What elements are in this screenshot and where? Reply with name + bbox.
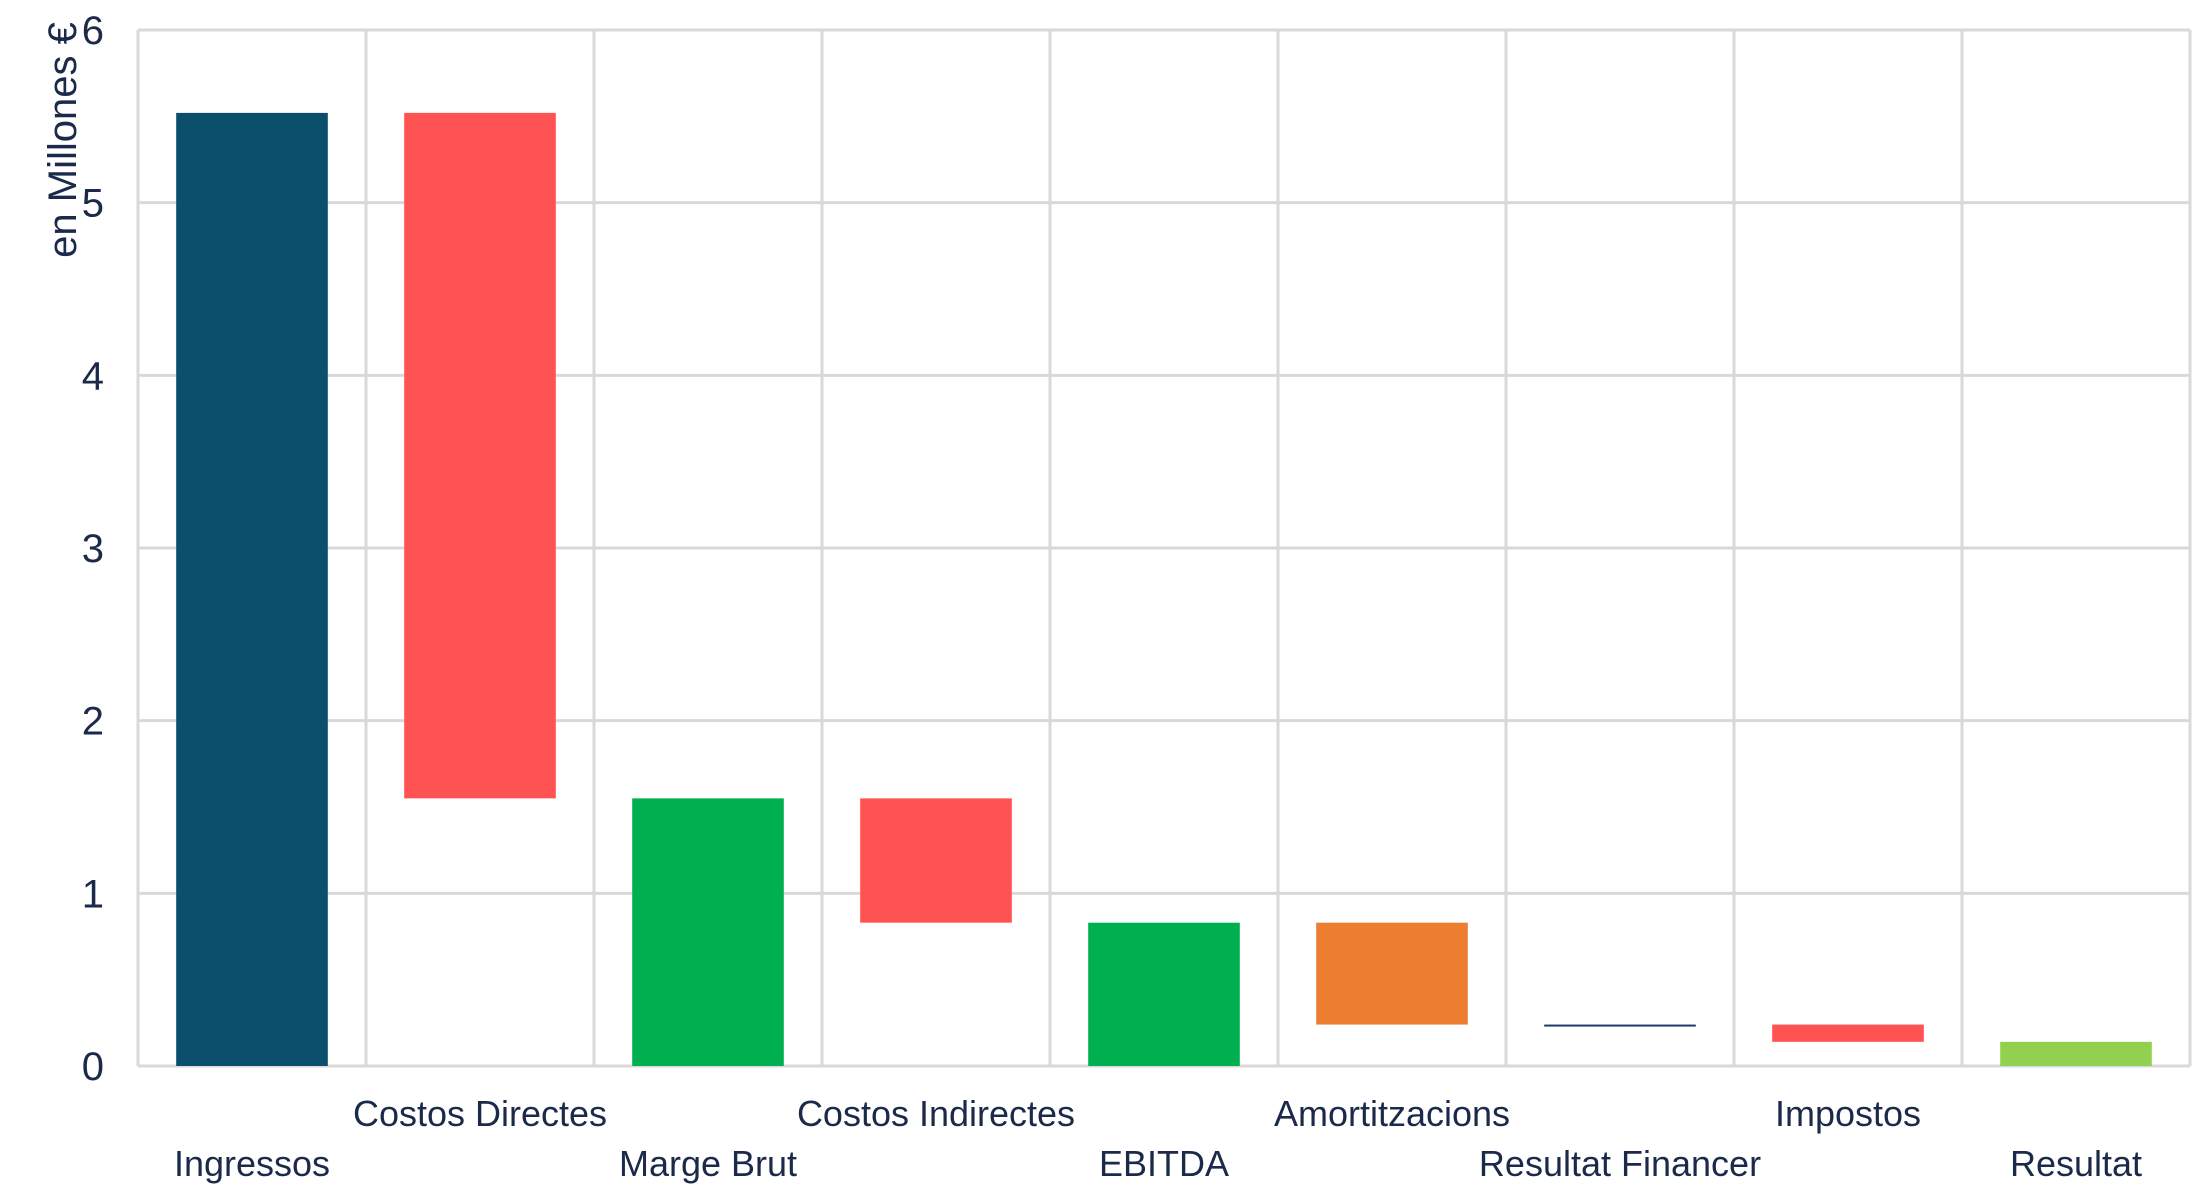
- category-label: Impostos: [1775, 1093, 1921, 1134]
- category-label: Costos Directes: [353, 1093, 607, 1134]
- y-tick-labels: 0 1 2 3 4 5 6: [82, 9, 104, 1089]
- category-label: Resultat: [2010, 1143, 2142, 1184]
- bar: [2000, 1041, 2152, 1066]
- bar: [176, 112, 328, 1066]
- y-tick-label: 5: [82, 182, 104, 226]
- bar: [1544, 1024, 1696, 1027]
- y-tick-label: 6: [82, 9, 104, 53]
- category-label: EBITDA: [1099, 1143, 1229, 1184]
- y-tick-label: 3: [82, 527, 104, 571]
- bar: [1088, 922, 1240, 1066]
- category-label: Marge Brut: [619, 1143, 797, 1184]
- y-tick-label: 0: [82, 1045, 104, 1089]
- category-label: Resultat Financer: [1479, 1143, 1761, 1184]
- category-label: Ingressos: [174, 1143, 330, 1184]
- bar: [1772, 1024, 1924, 1042]
- category-label: Costos Indirectes: [797, 1093, 1075, 1134]
- y-tick-label: 1: [82, 872, 104, 916]
- category-labels: Ingressos Costos Directes Marge BrutCostos…: [174, 1093, 2142, 1184]
- y-tick-label: 4: [82, 354, 104, 398]
- bar: [1316, 922, 1468, 1025]
- category-label: Amortitzacions: [1274, 1093, 1510, 1134]
- bar: [404, 112, 556, 799]
- bar: [632, 798, 784, 1066]
- bars: [176, 112, 2152, 1066]
- y-axis-label: en Millones €: [41, 22, 85, 258]
- y-tick-label: 2: [82, 700, 104, 744]
- bar: [860, 798, 1012, 923]
